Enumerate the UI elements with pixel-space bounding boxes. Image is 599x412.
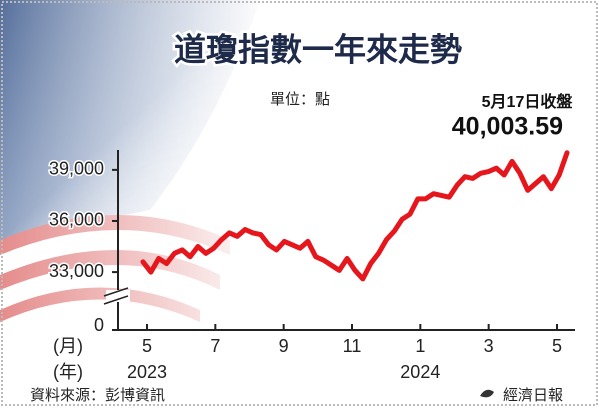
y-tick-label: 0 [94,315,104,335]
x-axis-label-year: (年) [53,362,83,382]
x-tick-label: 5 [142,336,152,356]
x-tick-label: 3 [484,336,494,356]
source: 資料來源：彭博資訊 [30,387,165,404]
y-tick-label: 36,000 [49,210,104,230]
brand-icon [480,389,494,398]
x-tick-label: 5 [552,336,562,356]
x-tick-label: 7 [210,336,220,356]
frame [1,1,598,406]
annotation: 5月17日收盤 [482,92,574,111]
x-tick-label: 11 [343,336,362,356]
axis-break [103,287,129,297]
data-line [140,150,570,282]
axis-break [103,295,129,305]
y-tick-label: 33,000 [49,261,104,281]
y-tick-label: 39,000 [49,159,104,179]
year-label: 2024 [400,362,440,382]
year-label: 2023 [127,362,167,382]
chart-title: 道瓊指數一年來走勢 [174,31,462,67]
value-label: 40,003.59 [452,113,563,141]
x-tick-label: 1 [415,336,425,356]
brand: 經濟日報 [503,387,563,404]
unit-label: 單位：點 [270,91,330,108]
x-tick-label: 9 [279,336,289,356]
x-axis-label: (月) [53,336,83,356]
